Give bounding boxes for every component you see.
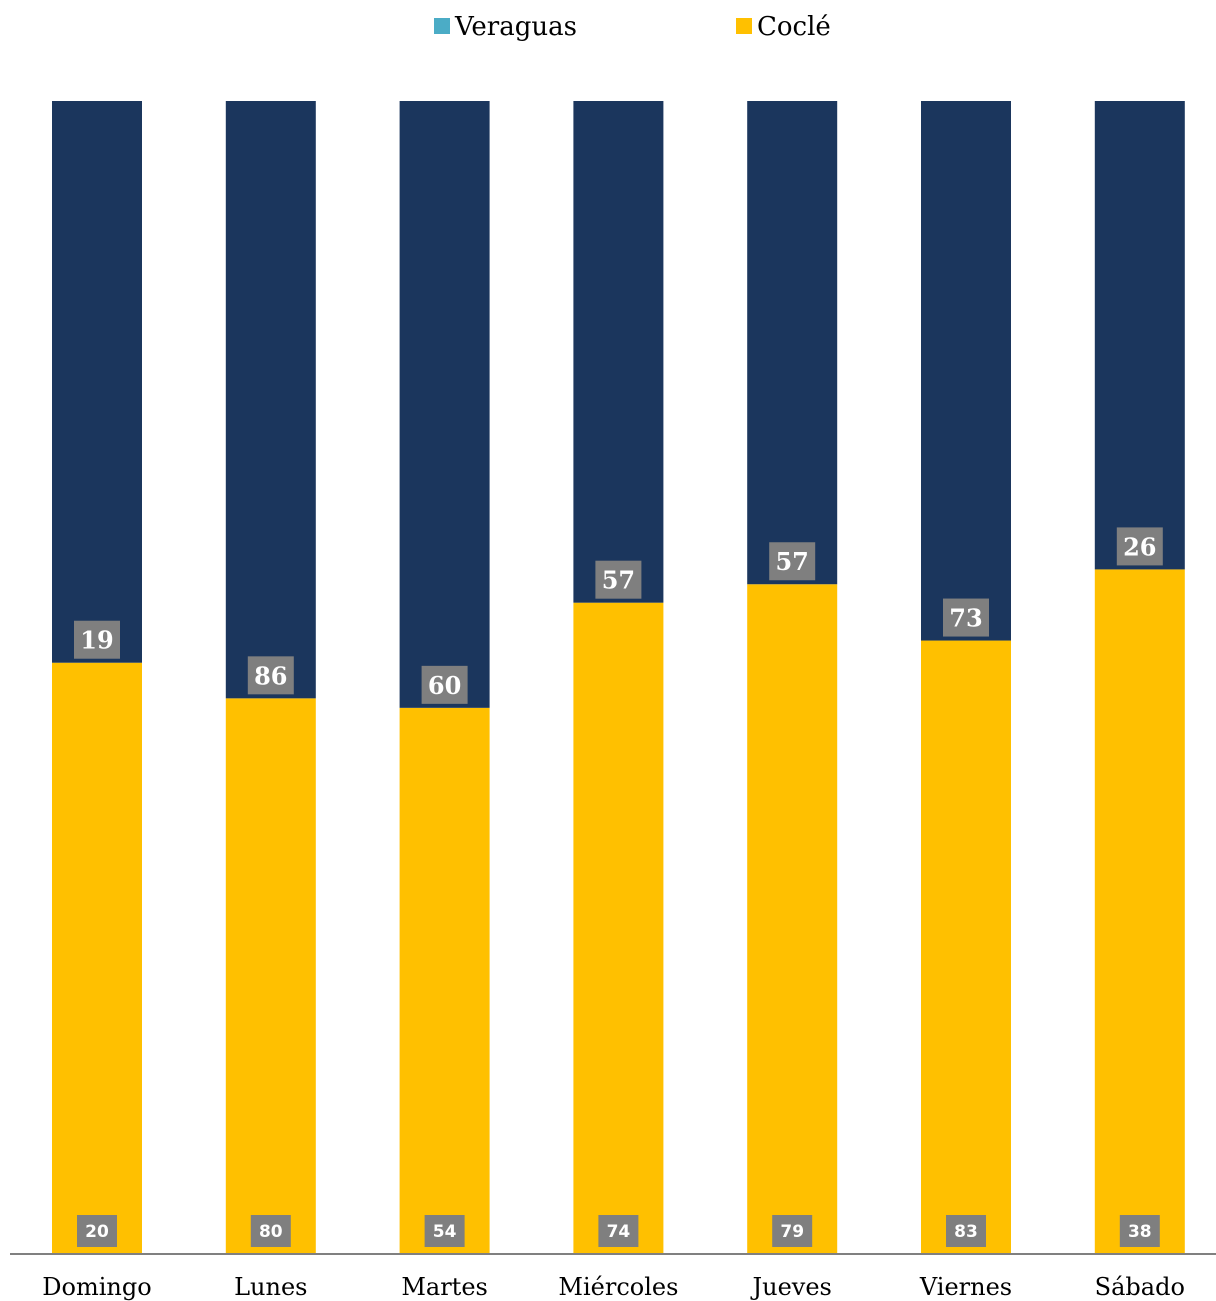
- legend-label-veraguas: Veraguas: [454, 12, 577, 42]
- bar-veraguas-jueves: [747, 101, 838, 585]
- bar-cocle-sabado: [1094, 569, 1185, 1254]
- bar-veraguas-martes: [399, 101, 490, 708]
- data-label-cocle-viernes: 83: [954, 1222, 978, 1242]
- label-box-veraguas-martes: [421, 665, 468, 704]
- data-label-cocle-sabado: 38: [1128, 1222, 1152, 1242]
- bars: [52, 101, 1185, 1254]
- data-label-veraguas-domingo: 19: [80, 626, 113, 655]
- category-label-jueves: Jueves: [750, 1273, 832, 1301]
- bar-veraguas-domingo: [52, 101, 142, 663]
- label-box-veraguas-viernes: [943, 598, 989, 637]
- data-label-veraguas-martes: 60: [428, 671, 461, 700]
- label-box-veraguas-lunes: [247, 656, 294, 695]
- legend-label-cocle: Coclé: [757, 12, 831, 42]
- data-label-cocle-jueves: 79: [780, 1222, 804, 1242]
- legend: Veraguas Coclé: [434, 12, 831, 42]
- legend-swatch-veraguas: [434, 18, 450, 34]
- label-box-veraguas-domingo: [74, 620, 120, 659]
- label-box-cocle-domingo: [77, 1215, 117, 1247]
- label-box-veraguas-jueves: [769, 542, 816, 581]
- label-box-veraguas-miercoles: [595, 560, 642, 599]
- label-box-cocle-lunes: [250, 1215, 291, 1247]
- data-label-veraguas-miercoles: 57: [602, 566, 635, 595]
- data-label-veraguas-sabado: 26: [1123, 532, 1156, 561]
- bar-cocle-martes: [399, 707, 490, 1254]
- category-label-martes: Martes: [401, 1273, 488, 1301]
- category-label-viernes: Viernes: [919, 1273, 1012, 1301]
- data-label-veraguas-jueves: 57: [775, 547, 808, 576]
- label-box-cocle-jueves: [772, 1215, 813, 1247]
- label-box-cocle-viernes: [946, 1215, 986, 1247]
- bar-veraguas-viernes: [921, 101, 1011, 641]
- bar-cocle-domingo: [52, 662, 142, 1254]
- data-label-cocle-miercoles: 74: [607, 1222, 631, 1242]
- category-label-lunes: Lunes: [234, 1273, 307, 1301]
- legend-swatch-cocle: [736, 18, 752, 34]
- label-box-cocle-martes: [424, 1215, 465, 1247]
- bar-cocle-miercoles: [573, 602, 664, 1254]
- label-box-cocle-sabado: [1119, 1215, 1160, 1247]
- data-labels: 19 20 86 80 60 54 57 74 57 79 73 83 26 38: [74, 527, 1163, 1247]
- data-label-cocle-domingo: 20: [85, 1222, 109, 1242]
- label-box-cocle-miercoles: [598, 1215, 639, 1247]
- category-label-miercoles: Miércoles: [558, 1273, 678, 1301]
- data-label-veraguas-lunes: 86: [254, 661, 287, 690]
- bar-cocle-jueves: [747, 584, 838, 1254]
- label-box-veraguas-sabado: [1116, 527, 1163, 566]
- bar-veraguas-sabado: [1094, 101, 1185, 570]
- data-label-cocle-martes: 54: [433, 1222, 457, 1242]
- data-label-cocle-lunes: 80: [259, 1222, 283, 1242]
- bar-cocle-lunes: [225, 698, 316, 1254]
- bar-cocle-viernes: [921, 640, 1011, 1254]
- bar-veraguas-miercoles: [573, 101, 664, 603]
- bar-veraguas-lunes: [225, 101, 316, 699]
- category-label-domingo: Domingo: [42, 1273, 151, 1301]
- category-label-sabado: Sábado: [1095, 1273, 1185, 1301]
- category-labels: Domingo Lunes Martes Miércoles Jueves Viernes…: [42, 1273, 1185, 1301]
- data-label-veraguas-viernes: 73: [949, 604, 982, 633]
